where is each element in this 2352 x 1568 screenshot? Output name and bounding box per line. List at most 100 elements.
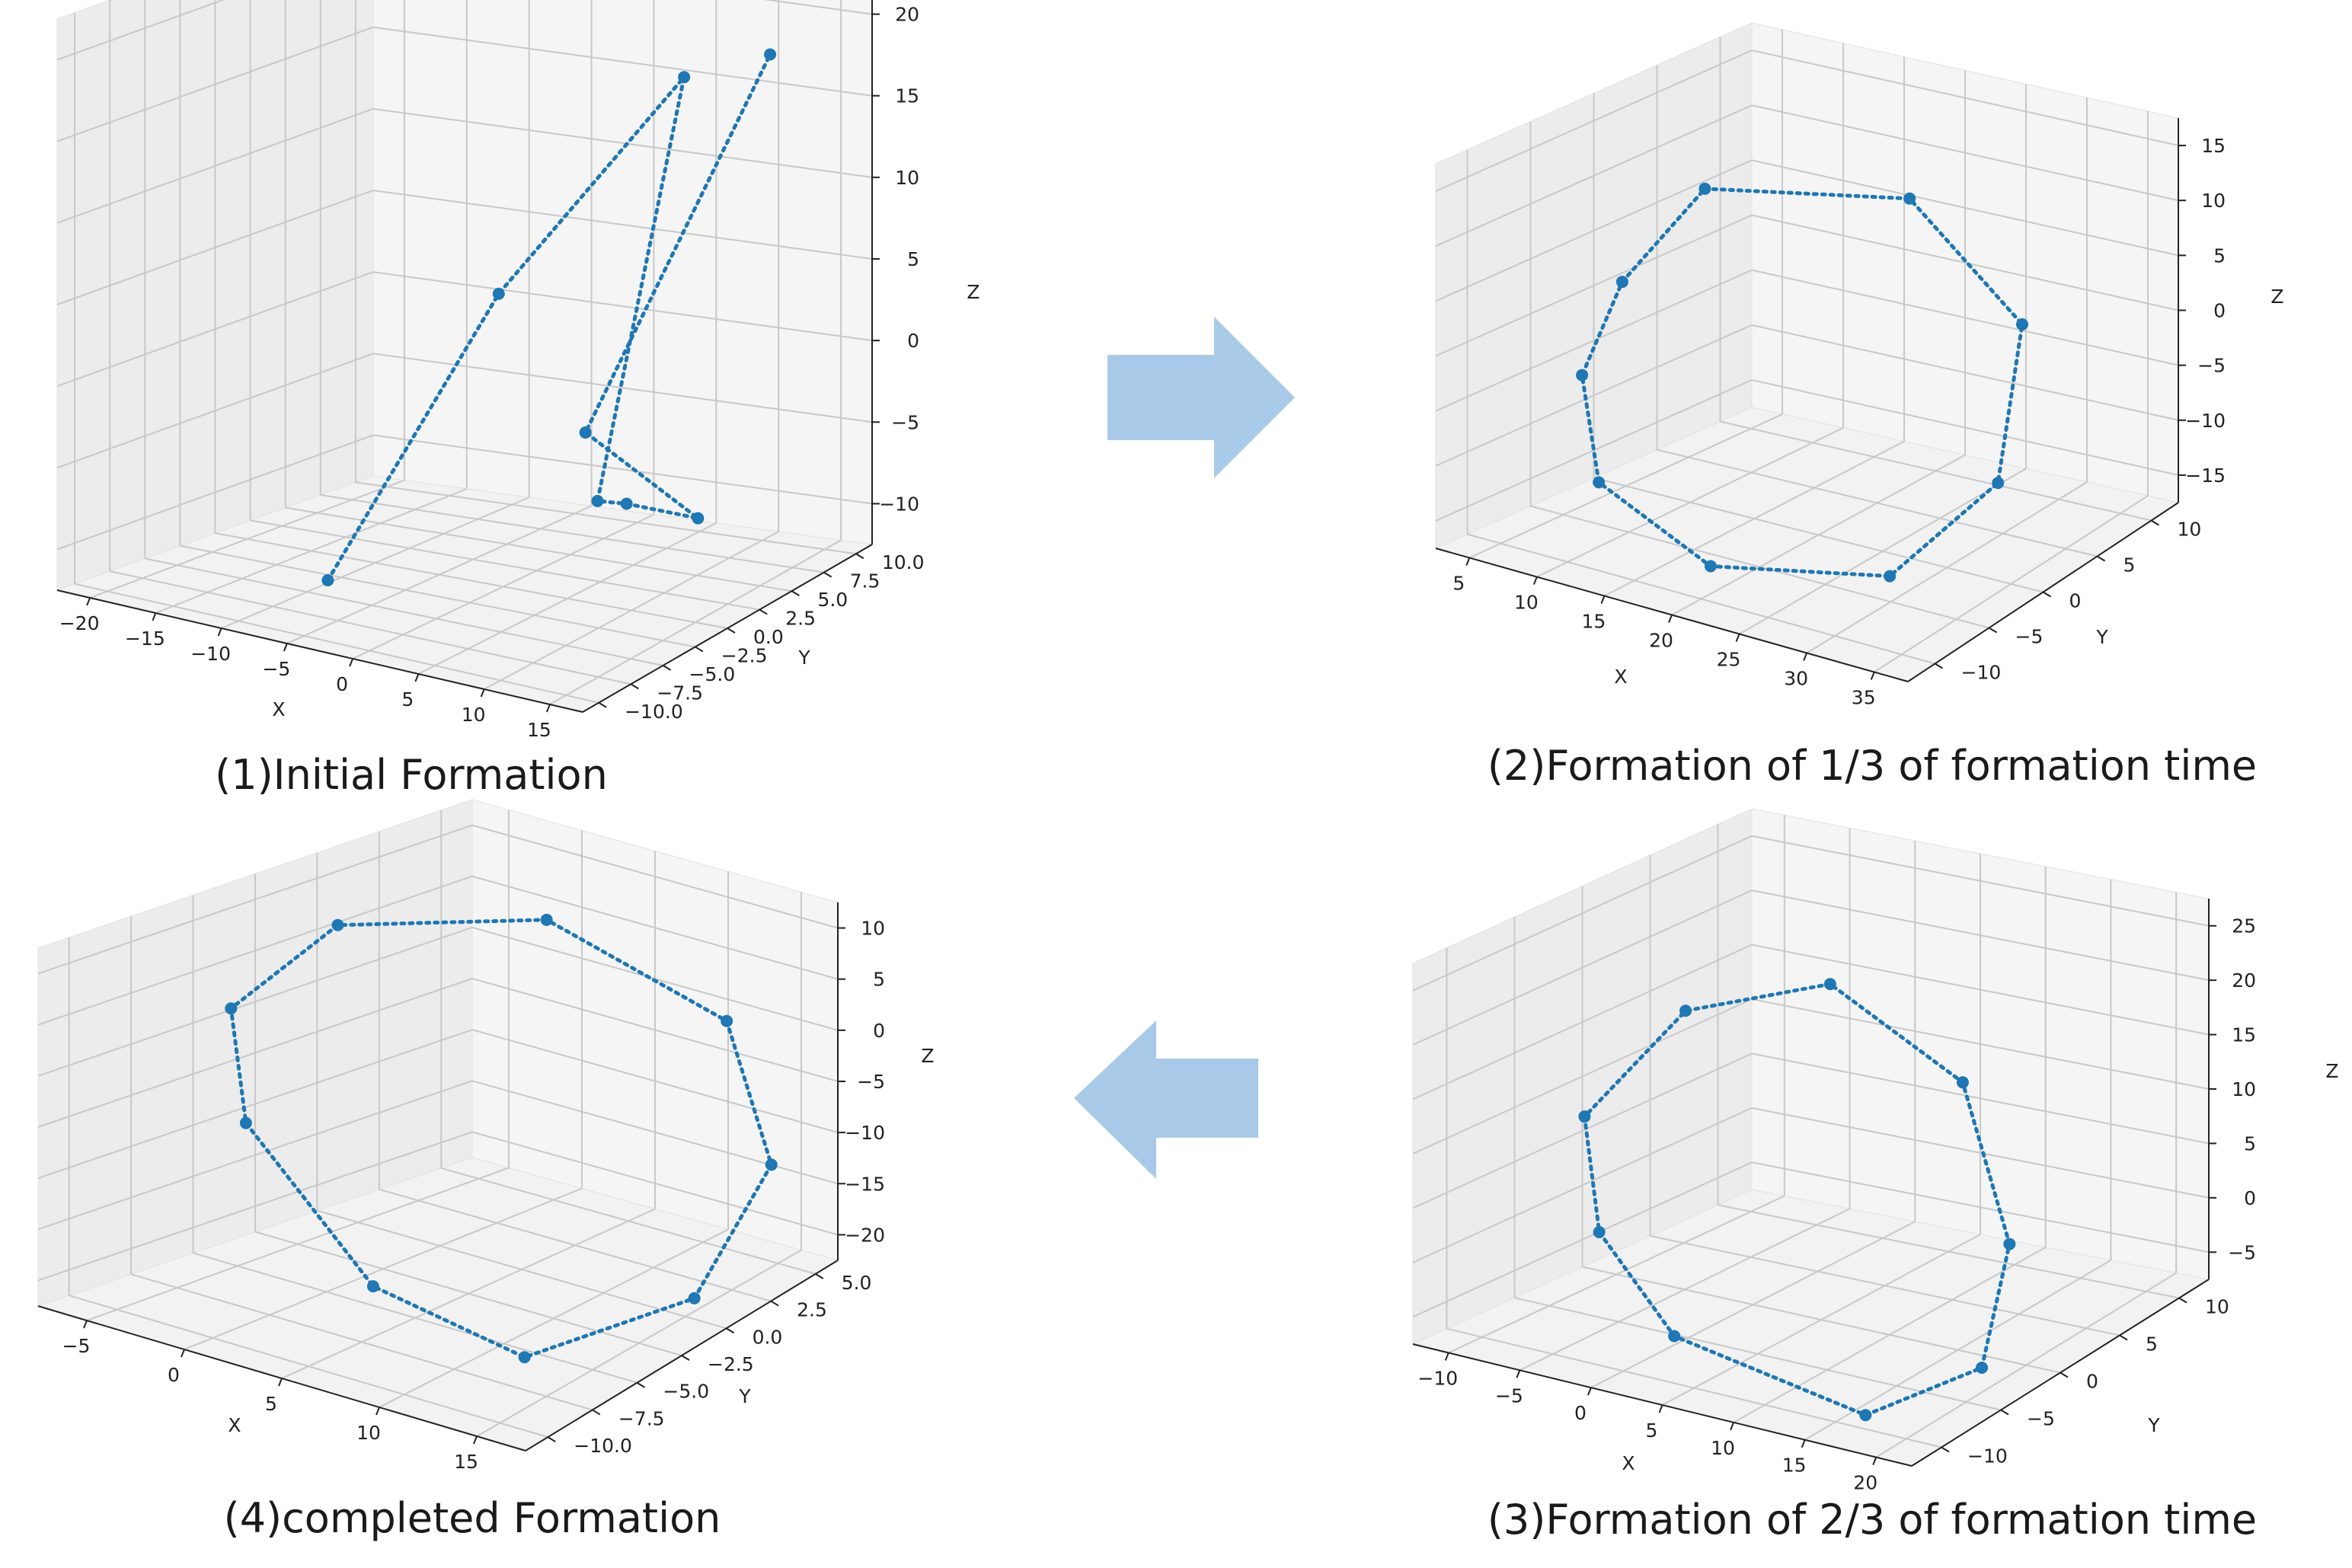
x-tick-mark [1803, 653, 1808, 661]
grid-line-z [1412, 1107, 1753, 1263]
grid-line-y [1530, 505, 1989, 629]
grid-line-z [37, 875, 473, 1026]
x-tick-label: −20 [59, 612, 100, 634]
y-tick-mark [726, 1327, 735, 1334]
grid-line-z [1435, 379, 1753, 522]
grid-line-z [1751, 269, 2179, 366]
y-tick-mark [592, 1409, 601, 1416]
x-tick-label: 5 [265, 1393, 277, 1415]
caption-initial-formation: (1)Initial Formation [215, 751, 608, 799]
z-tick-label: 20 [2232, 969, 2256, 992]
grid-line-y [69, 1295, 548, 1439]
arrow-left-icon [1074, 1020, 1258, 1179]
y-tick-mark [2150, 519, 2160, 526]
grid-line-y [1650, 1234, 2120, 1336]
x-tick-label: 0 [336, 673, 348, 695]
grid-line-z [471, 978, 839, 1082]
grid-line-z [56, 271, 374, 388]
grid-line-z [1435, 49, 1753, 192]
grid-line-z [56, 434, 374, 551]
x-tick-label: 15 [1582, 611, 1606, 633]
x-axis-line [56, 589, 583, 713]
formation-point [721, 1014, 733, 1027]
grid-line-z [37, 1131, 473, 1282]
formation-point [764, 48, 777, 61]
y-tick-mark [770, 1300, 779, 1307]
z-tick-label: 15 [2232, 1024, 2256, 1046]
x-tick-mark [278, 1378, 283, 1387]
grid-line-z [1751, 1161, 2210, 1253]
formation-path [1582, 982, 2012, 1417]
y-tick-mark [2096, 555, 2106, 562]
x-tick-mark [414, 673, 420, 682]
z-tick-label: −10 [845, 1122, 885, 1144]
grid-line-z [1412, 944, 1753, 1100]
y-tick-mark [547, 1436, 556, 1443]
z-tick-label: 0 [2244, 1187, 2256, 1209]
grid-line-y [193, 1252, 638, 1384]
grid-line-y [285, 506, 792, 592]
grid-line-y [355, 481, 857, 555]
y-tick-label: −10 [1967, 1445, 2008, 1467]
grid-line-z [471, 1029, 839, 1134]
x-tick-mark [1668, 615, 1673, 623]
z-tick-label: −5 [891, 411, 919, 433]
grid-line-z [56, 107, 374, 224]
grid-line-z [763, 0, 873, 15]
grid-line-z [1751, 104, 2179, 202]
grid-line-z [372, 271, 873, 342]
z-tick-label: −10 [879, 493, 919, 515]
x-tick-mark [283, 643, 288, 652]
formation-path [228, 918, 774, 1359]
panel-completed-formation: −5 0 5 10 15 −10.0 −7.5 −5.0 −2.5 0.0 2.5 5.0 −20 −15… [37, 799, 935, 1473]
caption-completed-formation: (4)completed Formation [224, 1494, 721, 1542]
y-tick-mark [636, 1381, 645, 1388]
grid-line-z [1751, 835, 2210, 927]
x-axis-label: X [1622, 1452, 1635, 1474]
formation-point [540, 913, 553, 926]
x-tick-label: 10 [356, 1422, 381, 1444]
x-tick-mark [1465, 557, 1471, 566]
z-tick-label: 10 [895, 167, 919, 189]
z-axis-label: Z [967, 281, 979, 303]
formation-path [1580, 187, 2024, 579]
y-tick-mark [681, 1355, 690, 1361]
x-tick-mark [1444, 1352, 1449, 1361]
formation-point [1903, 192, 1916, 205]
y-tick-mark [2119, 1334, 2128, 1341]
x-tick-label: 15 [527, 719, 551, 741]
x-tick-label: −5 [1495, 1384, 1523, 1407]
y-tick-label: −5.0 [689, 663, 736, 685]
y-tick-label: 10 [2178, 519, 2202, 541]
z-axis-label: Z [921, 1045, 934, 1067]
z-tick-label: 15 [2201, 135, 2226, 157]
z-tick-label: 20 [895, 4, 919, 26]
y-tick-label: −5 [2015, 626, 2044, 648]
formation-point [1578, 1110, 1591, 1123]
grid-line-z [37, 1080, 473, 1231]
z-tick-label: −15 [2185, 465, 2226, 487]
formation-point [678, 71, 691, 84]
z-tick-label: 0 [907, 330, 919, 352]
grid-line-z [1412, 1052, 1753, 1209]
formation-point [366, 1280, 379, 1293]
z-tick-label: −5 [2197, 355, 2226, 377]
x-tick-label: 25 [1717, 649, 1741, 671]
y-tick-label: 5.0 [817, 589, 848, 611]
panel-two-thirds-formation: −10 −5 0 5 10 15 20 −10 −5 0 5 10 −5 0 5 10 15 20 25 X Y Z [1411, 808, 2339, 1494]
grid-line-y [180, 544, 695, 648]
x-tick-mark [1872, 1457, 1877, 1465]
arrow-right-icon [1107, 317, 1295, 478]
z-tick-label: 5 [2244, 1132, 2256, 1154]
x-tick-mark [152, 612, 157, 621]
back-wall-pane [372, 0, 873, 545]
x-tick-mark [181, 1349, 185, 1358]
formation-path [325, 53, 772, 583]
formation-point [688, 1292, 701, 1305]
x-tick-mark [473, 1435, 478, 1445]
x-tick-mark [349, 658, 354, 667]
grid-line-z [1412, 998, 1753, 1154]
grid-line-z [56, 26, 374, 142]
formation-point [1992, 477, 2005, 490]
